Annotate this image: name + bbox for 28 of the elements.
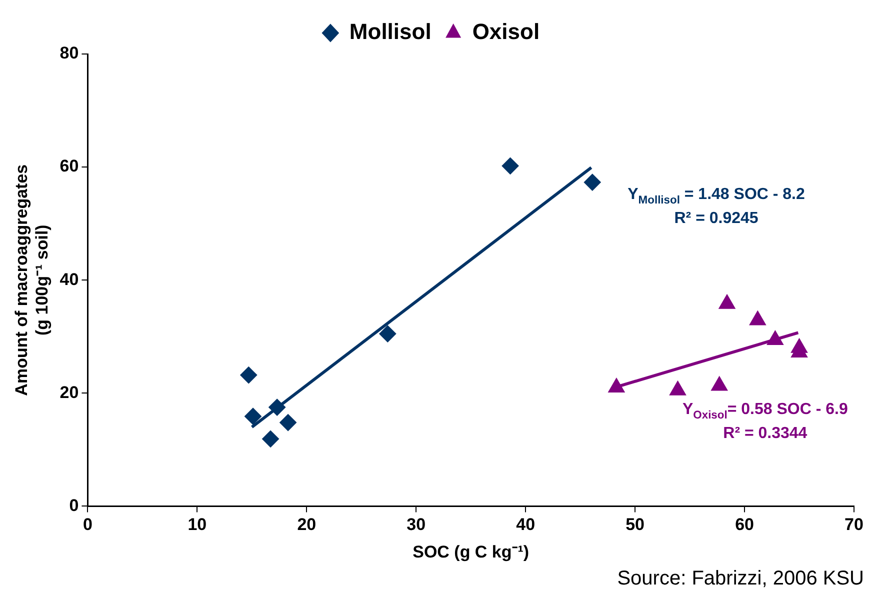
x-tick-label: 70 <box>844 515 864 534</box>
y-tick-label: 80 <box>60 44 79 63</box>
y-tick-label: 0 <box>69 496 79 515</box>
x-tick-label: 20 <box>297 515 316 534</box>
point <box>584 174 601 191</box>
y-axis-title: Amount of macroaggregates (g 100g⁻¹ soil) <box>12 164 52 396</box>
y-tick-label: 20 <box>60 382 79 402</box>
annotation: R² = 0.9245 <box>674 210 758 228</box>
x-tick-label: 0 <box>82 515 92 534</box>
x-tick-label: 50 <box>626 515 645 534</box>
x-axis-title: SOC (g C kg⁻¹) <box>412 542 530 562</box>
point <box>711 376 728 391</box>
x-tick-label: 40 <box>516 515 536 534</box>
legend-label: Oxisol <box>472 19 540 44</box>
source-note: Source: Fabrizzi, 2006 KSU <box>617 568 864 590</box>
annotation: R² = 0.3344 <box>723 425 808 442</box>
point <box>749 310 766 326</box>
point <box>718 294 736 309</box>
x-tick-label: 60 <box>735 515 754 534</box>
y-tick-label: 40 <box>60 270 79 289</box>
x-tick-label: 10 <box>188 515 207 534</box>
point <box>669 380 686 396</box>
y-tick-label: 60 <box>60 156 79 176</box>
point <box>766 330 784 346</box>
legend-label: Mollisol <box>349 19 432 44</box>
point <box>608 378 625 392</box>
x-tick-label: 30 <box>406 515 426 534</box>
point <box>502 157 519 174</box>
